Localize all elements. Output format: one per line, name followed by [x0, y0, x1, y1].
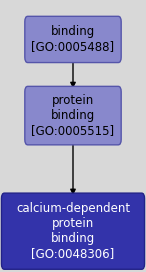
Text: calcium-dependent
protein
binding
[GO:0048306]: calcium-dependent protein binding [GO:00… [16, 202, 130, 260]
Text: protein
binding
[GO:0005515]: protein binding [GO:0005515] [31, 94, 115, 137]
FancyBboxPatch shape [25, 86, 121, 145]
Text: binding
[GO:0005488]: binding [GO:0005488] [31, 26, 115, 53]
FancyBboxPatch shape [25, 16, 121, 63]
FancyBboxPatch shape [1, 193, 145, 269]
